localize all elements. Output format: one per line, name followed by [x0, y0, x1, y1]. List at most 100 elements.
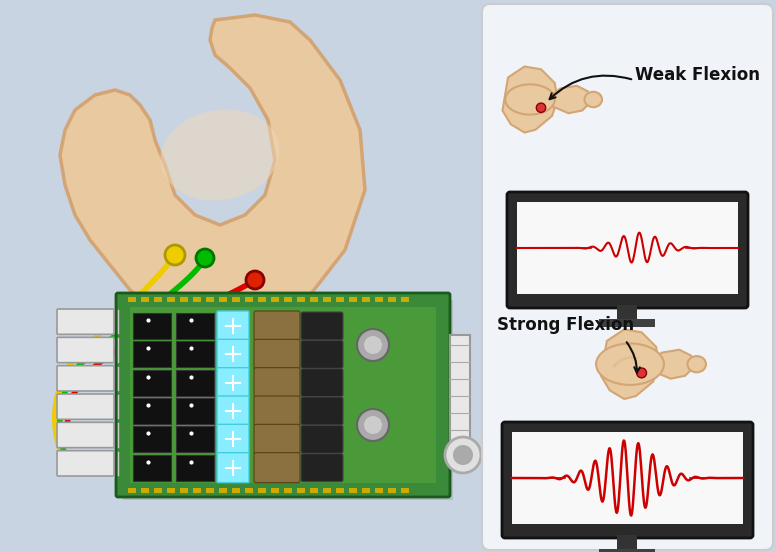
- Bar: [362, 297, 370, 302]
- Ellipse shape: [688, 356, 706, 372]
- Bar: [167, 297, 175, 302]
- Bar: [232, 488, 240, 493]
- Circle shape: [636, 368, 646, 378]
- FancyBboxPatch shape: [217, 368, 249, 397]
- Bar: [206, 297, 214, 302]
- Circle shape: [364, 416, 382, 434]
- Bar: [176, 426, 214, 452]
- Polygon shape: [60, 15, 365, 330]
- Bar: [193, 488, 201, 493]
- Bar: [599, 549, 655, 552]
- Bar: [297, 297, 305, 302]
- Bar: [617, 535, 637, 551]
- Bar: [176, 370, 214, 396]
- Bar: [133, 398, 171, 424]
- Bar: [193, 297, 201, 302]
- FancyBboxPatch shape: [507, 192, 748, 308]
- Polygon shape: [601, 330, 659, 399]
- Bar: [323, 297, 331, 302]
- Bar: [310, 297, 318, 302]
- Bar: [128, 488, 136, 493]
- Circle shape: [453, 445, 473, 465]
- FancyBboxPatch shape: [301, 312, 343, 340]
- FancyBboxPatch shape: [254, 311, 300, 341]
- FancyBboxPatch shape: [301, 397, 343, 425]
- FancyBboxPatch shape: [254, 424, 300, 454]
- Ellipse shape: [584, 92, 602, 107]
- Bar: [245, 488, 253, 493]
- FancyBboxPatch shape: [217, 311, 249, 341]
- Ellipse shape: [596, 343, 664, 385]
- Bar: [128, 297, 136, 302]
- FancyBboxPatch shape: [57, 365, 114, 391]
- Bar: [133, 313, 171, 339]
- Bar: [123, 300, 453, 500]
- Bar: [284, 488, 292, 493]
- Bar: [176, 398, 214, 424]
- FancyBboxPatch shape: [254, 396, 300, 426]
- FancyBboxPatch shape: [502, 422, 753, 538]
- Circle shape: [246, 271, 264, 289]
- Bar: [154, 488, 162, 493]
- Polygon shape: [650, 350, 694, 379]
- Bar: [349, 297, 357, 302]
- Bar: [388, 297, 396, 302]
- Bar: [401, 488, 409, 493]
- Circle shape: [536, 103, 546, 113]
- Ellipse shape: [161, 109, 279, 200]
- FancyBboxPatch shape: [116, 293, 450, 497]
- FancyBboxPatch shape: [254, 339, 300, 369]
- Bar: [258, 488, 266, 493]
- Bar: [176, 341, 214, 367]
- Bar: [258, 297, 266, 302]
- Bar: [336, 488, 344, 493]
- Bar: [271, 297, 279, 302]
- Bar: [130, 307, 436, 483]
- Bar: [232, 297, 240, 302]
- Bar: [141, 297, 149, 302]
- Bar: [375, 488, 383, 493]
- FancyBboxPatch shape: [57, 309, 114, 335]
- Circle shape: [196, 249, 214, 267]
- Bar: [245, 297, 253, 302]
- Ellipse shape: [505, 84, 555, 115]
- Bar: [349, 488, 357, 493]
- Bar: [310, 488, 318, 493]
- Bar: [167, 488, 175, 493]
- Bar: [362, 488, 370, 493]
- Bar: [450, 335, 470, 455]
- Bar: [133, 370, 171, 396]
- FancyBboxPatch shape: [482, 4, 773, 550]
- Bar: [154, 297, 162, 302]
- Bar: [180, 297, 188, 302]
- FancyBboxPatch shape: [301, 341, 343, 368]
- FancyBboxPatch shape: [301, 369, 343, 397]
- Bar: [297, 488, 305, 493]
- FancyBboxPatch shape: [217, 453, 249, 482]
- Bar: [599, 319, 655, 327]
- Bar: [206, 488, 214, 493]
- Bar: [219, 297, 227, 302]
- Bar: [336, 297, 344, 302]
- Text: Weak Flexion: Weak Flexion: [635, 66, 760, 84]
- FancyBboxPatch shape: [217, 339, 249, 369]
- Bar: [517, 202, 738, 294]
- FancyBboxPatch shape: [301, 426, 343, 453]
- Bar: [617, 305, 637, 321]
- FancyBboxPatch shape: [57, 450, 114, 476]
- Polygon shape: [503, 66, 557, 132]
- Bar: [133, 341, 171, 367]
- FancyBboxPatch shape: [57, 394, 114, 420]
- Bar: [176, 313, 214, 339]
- Bar: [375, 297, 383, 302]
- FancyBboxPatch shape: [301, 454, 343, 482]
- Bar: [180, 488, 188, 493]
- FancyBboxPatch shape: [57, 337, 114, 363]
- Bar: [133, 455, 171, 481]
- Bar: [271, 488, 279, 493]
- Bar: [284, 297, 292, 302]
- Bar: [219, 488, 227, 493]
- Bar: [176, 455, 214, 481]
- Circle shape: [357, 409, 389, 441]
- FancyBboxPatch shape: [254, 368, 300, 397]
